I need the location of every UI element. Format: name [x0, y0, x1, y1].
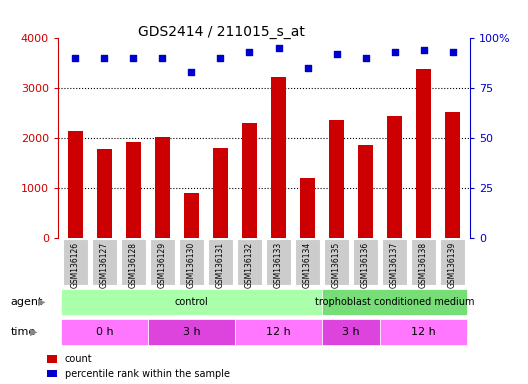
- Text: 12 h: 12 h: [266, 327, 291, 337]
- FancyBboxPatch shape: [148, 319, 235, 345]
- Text: time: time: [11, 327, 36, 337]
- Point: [100, 55, 109, 61]
- Bar: [242, 123, 257, 238]
- Point: [216, 55, 225, 61]
- Text: ▶: ▶: [30, 327, 37, 337]
- Point: [361, 55, 370, 61]
- Point: [419, 47, 428, 53]
- Point: [274, 45, 282, 51]
- Text: GSM136128: GSM136128: [129, 242, 138, 288]
- FancyBboxPatch shape: [322, 290, 467, 315]
- Point: [158, 55, 167, 61]
- Point: [71, 55, 80, 61]
- FancyBboxPatch shape: [266, 239, 291, 285]
- Bar: [416, 70, 431, 238]
- Legend: count, percentile rank within the sample: count, percentile rank within the sample: [47, 354, 230, 379]
- Bar: [184, 193, 199, 238]
- Point: [390, 49, 399, 55]
- FancyBboxPatch shape: [61, 319, 148, 345]
- FancyBboxPatch shape: [440, 239, 465, 285]
- Text: ▶: ▶: [38, 297, 45, 307]
- Bar: [155, 137, 169, 238]
- Text: GSM136137: GSM136137: [390, 242, 399, 288]
- Text: 0 h: 0 h: [96, 327, 114, 337]
- FancyBboxPatch shape: [380, 319, 467, 345]
- FancyBboxPatch shape: [353, 239, 378, 285]
- Text: GSM136139: GSM136139: [448, 242, 457, 288]
- Text: GSM136132: GSM136132: [245, 242, 254, 288]
- Text: 12 h: 12 h: [411, 327, 436, 337]
- FancyBboxPatch shape: [61, 290, 322, 315]
- Text: GSM136135: GSM136135: [332, 242, 341, 288]
- Text: GSM136127: GSM136127: [100, 242, 109, 288]
- Text: GSM136126: GSM136126: [71, 242, 80, 288]
- Text: trophoblast conditioned medium: trophoblast conditioned medium: [315, 297, 474, 308]
- FancyBboxPatch shape: [208, 239, 233, 285]
- Text: GSM136136: GSM136136: [361, 242, 370, 288]
- FancyBboxPatch shape: [411, 239, 436, 285]
- Text: GSM136133: GSM136133: [274, 242, 283, 288]
- Point: [303, 65, 312, 71]
- Bar: [329, 120, 344, 238]
- FancyBboxPatch shape: [295, 239, 320, 285]
- FancyBboxPatch shape: [237, 239, 262, 285]
- Text: GDS2414 / 211015_s_at: GDS2414 / 211015_s_at: [138, 25, 305, 39]
- Bar: [387, 116, 402, 238]
- FancyBboxPatch shape: [121, 239, 146, 285]
- Point: [129, 55, 138, 61]
- Text: GSM136134: GSM136134: [303, 242, 312, 288]
- Bar: [359, 145, 373, 238]
- Bar: [126, 142, 141, 238]
- Text: GSM136129: GSM136129: [158, 242, 167, 288]
- Text: 3 h: 3 h: [183, 327, 200, 337]
- FancyBboxPatch shape: [322, 319, 380, 345]
- Bar: [300, 178, 315, 238]
- Bar: [68, 131, 83, 238]
- Bar: [97, 149, 112, 238]
- FancyBboxPatch shape: [92, 239, 117, 285]
- Bar: [445, 112, 460, 238]
- Point: [187, 69, 196, 75]
- Text: agent: agent: [11, 297, 43, 307]
- FancyBboxPatch shape: [235, 319, 322, 345]
- Bar: [213, 148, 228, 238]
- Point: [246, 49, 254, 55]
- Text: 3 h: 3 h: [342, 327, 360, 337]
- Point: [332, 51, 341, 58]
- Bar: [271, 77, 286, 238]
- Text: GSM136131: GSM136131: [216, 242, 225, 288]
- FancyBboxPatch shape: [382, 239, 407, 285]
- Text: GSM136138: GSM136138: [419, 242, 428, 288]
- FancyBboxPatch shape: [324, 239, 349, 285]
- Point: [448, 49, 457, 55]
- FancyBboxPatch shape: [150, 239, 175, 285]
- FancyBboxPatch shape: [63, 239, 88, 285]
- FancyBboxPatch shape: [179, 239, 204, 285]
- Text: control: control: [175, 297, 209, 308]
- Text: GSM136130: GSM136130: [187, 242, 196, 288]
